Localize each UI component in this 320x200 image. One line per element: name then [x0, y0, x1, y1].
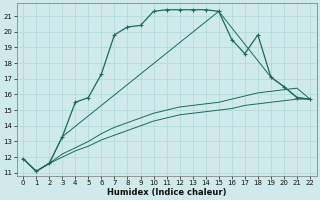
X-axis label: Humidex (Indice chaleur): Humidex (Indice chaleur)	[107, 188, 226, 197]
